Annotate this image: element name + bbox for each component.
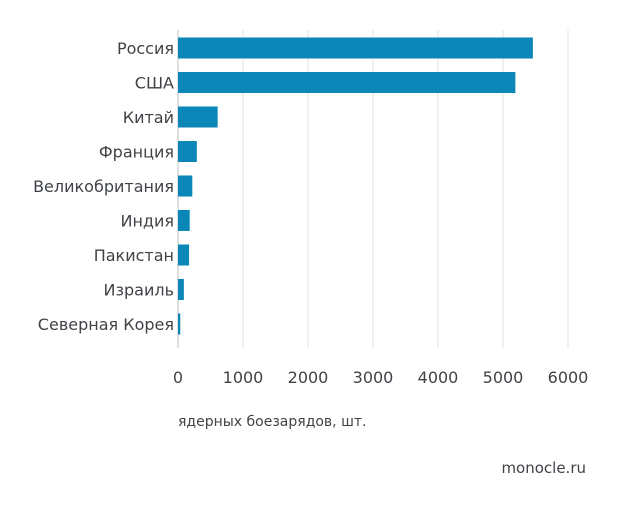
category-labels: Россия США Китай Франция Великобритания Индия… <box>33 39 174 334</box>
category-label: США <box>135 74 174 93</box>
bar <box>178 313 181 335</box>
x-tick-label: 3000 <box>353 368 394 387</box>
x-tick-label: 5000 <box>483 368 524 387</box>
category-label: Великобритания <box>33 177 174 196</box>
category-label: Пакистан <box>94 246 174 265</box>
bar <box>178 141 197 162</box>
x-axis-title: ядерных боезарядов, шт. <box>178 414 367 430</box>
bars <box>178 37 533 335</box>
x-tick-label: 1000 <box>223 368 264 387</box>
category-label: Северная Корея <box>38 315 174 334</box>
x-tick-label: 2000 <box>288 368 329 387</box>
bar <box>178 106 218 128</box>
category-label: Китай <box>123 108 174 127</box>
category-label: Индия <box>120 212 174 231</box>
category-label: Франция <box>99 143 174 162</box>
x-tick-label: 6000 <box>548 368 589 387</box>
bar <box>178 175 193 197</box>
x-tick-label: 4000 <box>418 368 459 387</box>
category-label: Россия <box>117 39 174 58</box>
bar <box>178 72 516 93</box>
bar <box>178 244 190 266</box>
source-credit: monocle.ru <box>501 459 586 477</box>
bar <box>178 279 184 300</box>
category-label: Израиль <box>104 281 175 300</box>
x-tick-labels: 0 1000 2000 3000 4000 5000 6000 <box>173 368 588 387</box>
bar <box>178 210 190 231</box>
x-tick-label: 0 <box>173 368 183 387</box>
bar <box>178 37 533 59</box>
